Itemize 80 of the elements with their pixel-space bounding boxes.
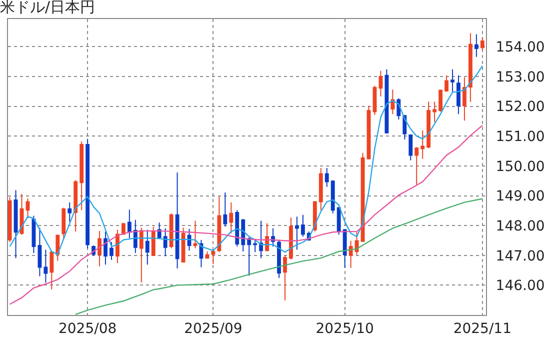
- candlestick: [456, 74, 460, 115]
- candlestick: [74, 180, 78, 232]
- x-tick-label: 2025/09: [184, 320, 242, 337]
- candlestick: [56, 234, 60, 262]
- candlestick: [271, 228, 275, 247]
- candlestick: [8, 196, 12, 242]
- candlestick: [294, 216, 299, 250]
- candlestick: [50, 250, 54, 290]
- candlestick: [300, 214, 305, 238]
- candlestick: [318, 168, 323, 211]
- candlestick: [438, 89, 442, 112]
- candlestick: [145, 229, 150, 266]
- candlestick: [80, 141, 84, 211]
- candlestick: [420, 130, 425, 160]
- chart-title: 米ドル/日本円: [0, 0, 96, 16]
- candlestick: [259, 220, 264, 259]
- candlestick: [468, 32, 472, 102]
- candlestick: [223, 192, 228, 227]
- candlestick: [348, 240, 353, 268]
- candlestick: [408, 134, 413, 161]
- line-series: [9, 65, 484, 255]
- candlestick: [384, 68, 389, 134]
- y-tick-label: 153.00: [496, 69, 545, 86]
- candlestick: [38, 227, 42, 277]
- y-tick-label: 148.00: [496, 218, 545, 234]
- x-tick-label: 2025/11: [453, 320, 512, 337]
- candlestick: [26, 198, 30, 219]
- candlestick: [474, 34, 478, 58]
- candlestick: [450, 68, 454, 92]
- candlestick: [247, 237, 252, 276]
- candlestick: [253, 238, 258, 253]
- y-tick-label: 151.00: [496, 129, 545, 146]
- candlestick: [157, 222, 162, 240]
- candlestick: [444, 74, 448, 92]
- y-tick-label: 146.00: [496, 278, 545, 294]
- candlestick: [98, 230, 102, 267]
- candlestick: [372, 85, 377, 116]
- x-tick-label: 2025/10: [316, 320, 374, 337]
- y-tick-label: 154.00: [496, 40, 545, 56]
- candlestick: [127, 209, 132, 239]
- candlestick: [175, 172, 180, 269]
- candlestick: [289, 217, 293, 260]
- candlestick: [336, 206, 341, 236]
- candlestick: [462, 76, 466, 122]
- candlestick: [217, 196, 222, 253]
- candlestick: [181, 227, 186, 264]
- candlestick: [426, 101, 431, 149]
- candlestick: [14, 190, 18, 259]
- candlestick: [193, 220, 198, 249]
- candlestick: [169, 212, 174, 249]
- candlestick: [104, 231, 108, 266]
- line-series: [75, 198, 484, 315]
- candlestick: [324, 168, 329, 188]
- y-tick-label: 152.00: [496, 99, 545, 116]
- candlestick: [480, 37, 484, 50]
- candlestick: [211, 250, 216, 265]
- candlestick: [133, 219, 138, 254]
- candlestick: [414, 146, 419, 185]
- candlestick: [378, 70, 383, 97]
- candlestick: [62, 207, 66, 240]
- candlestick: [235, 210, 240, 247]
- candlestick: [139, 227, 144, 284]
- y-tick-label: 149.00: [496, 188, 545, 205]
- candlestick: [330, 180, 335, 214]
- candlestick: [432, 101, 437, 123]
- candlestick: [229, 202, 234, 234]
- candlestick: [277, 239, 281, 279]
- y-tick-label: 147.00: [496, 248, 545, 264]
- candlestick: [110, 241, 114, 260]
- line-series: [9, 124, 484, 305]
- candlestick: [366, 105, 371, 160]
- candlestick: [151, 226, 156, 256]
- candlestick: [44, 249, 48, 284]
- candlestick: [312, 200, 317, 232]
- candlestick: [283, 254, 287, 301]
- candlestick: [68, 202, 72, 222]
- y-tick-label: 150.00: [496, 158, 545, 175]
- x-tick-label: 2025/08: [58, 320, 117, 337]
- candlestick: [342, 228, 347, 268]
- candlestick: [163, 228, 168, 257]
